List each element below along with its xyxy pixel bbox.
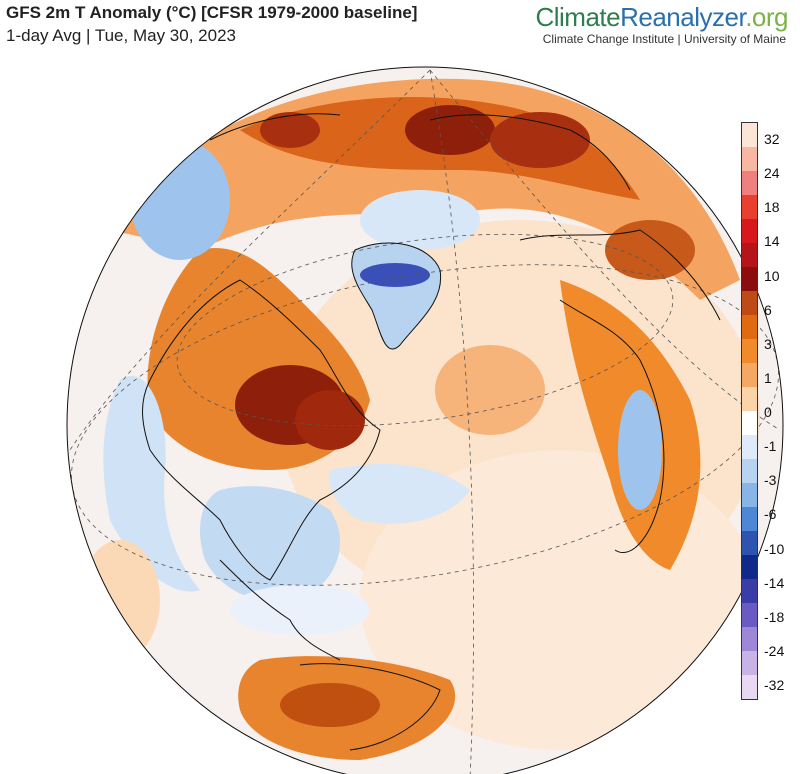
europe-coast [519, 229, 721, 321]
legend-tick-label: 14 [764, 233, 780, 250]
brand-name-part3: .org [745, 2, 788, 32]
legend-tick-label: 6 [764, 301, 772, 318]
south-america-coast [299, 663, 441, 751]
legend-swatch [742, 651, 757, 675]
north-atlantic-cool [329, 464, 470, 524]
alaska-coast [209, 113, 341, 141]
africa-coast [559, 299, 665, 553]
meridian-east [429, 69, 781, 431]
legend-tick-label: 18 [764, 199, 780, 216]
brand-logo[interactable]: ClimateReanalyzer.org Climate Change Ins… [535, 2, 788, 46]
legend-swatch [742, 483, 757, 507]
coastlines [142, 113, 721, 751]
legend-swatch [742, 555, 757, 579]
legend-swatch [742, 123, 757, 147]
anomaly-field [67, 67, 783, 774]
legend-swatch [742, 459, 757, 483]
legend-tick-label: -3 [764, 472, 777, 489]
arctic-cool [360, 190, 480, 250]
brand-tagline: Climate Change Institute | University of… [542, 32, 786, 46]
color-legend [741, 122, 758, 700]
legend-swatch [742, 531, 757, 555]
central-america-coast [219, 559, 341, 661]
map-subtitle: 1-day Avg | Tue, May 30, 2023 [6, 26, 236, 45]
legend-tick-label: 32 [764, 131, 780, 147]
legend-tick-label: 24 [764, 165, 780, 182]
latitude-line-60 [176, 233, 674, 427]
legend-swatch [742, 195, 757, 219]
brand-name: ClimateReanalyzer.org [535, 2, 788, 32]
map-title: GFS 2m T Anomaly (°C) [CFSR 1979-2000 ba… [6, 3, 418, 22]
legend-tick-label: 1 [764, 369, 772, 386]
legend-ticks: 32 24 18 14 10 6 3 1 0 -1 -3 -6 -10 -14 -18 -24 -32 [760, 122, 800, 700]
legend-swatch [742, 315, 757, 339]
siberia-hotspot [405, 105, 495, 155]
siberia-hotspot-east [490, 112, 590, 168]
south-america-hotspot [280, 683, 380, 727]
globe-outline [66, 66, 784, 774]
brand-name-part2: Reanalyzer [620, 2, 746, 32]
legend-swatch [742, 291, 757, 315]
legend-swatch [742, 147, 757, 171]
mid-atlantic-warm [435, 345, 545, 435]
legend-tick-label: -6 [764, 506, 777, 523]
legend-swatch [742, 675, 757, 699]
legend-tick-label: 0 [764, 404, 772, 420]
legend-swatch [742, 363, 757, 387]
legend-tick-label: -24 [764, 642, 785, 659]
legend-swatch [742, 387, 757, 411]
legend-swatch [742, 579, 757, 603]
east-pacific-warm [80, 540, 160, 660]
pacific-coast-cool [103, 376, 200, 592]
greenland-coast [351, 242, 442, 350]
legend-tick-label: -10 [764, 540, 785, 557]
legend-tick-label: 3 [764, 335, 772, 352]
legend-swatch [742, 243, 757, 267]
legend-swatch [742, 627, 757, 651]
legend-tick-label: -32 [764, 677, 785, 693]
eastern-us-cool [200, 486, 340, 603]
legend-tick-label: -14 [764, 574, 785, 591]
legend-swatch [742, 267, 757, 291]
legend-tick-label: 10 [764, 267, 780, 284]
legend-tick-label: -18 [764, 608, 785, 625]
legend-swatch [742, 219, 757, 243]
legend-swatch [742, 171, 757, 195]
legend-swatch [742, 507, 757, 531]
legend-swatch [742, 603, 757, 627]
caribbean-neutral [230, 585, 370, 635]
legend-swatch [742, 339, 757, 363]
labrador-hotspot [295, 390, 365, 450]
brand-name-part1: Climate [535, 2, 621, 32]
legend-swatch [742, 435, 757, 459]
north-america-coast [142, 279, 381, 581]
sahara-cool [618, 390, 662, 510]
bering-cool [130, 140, 230, 260]
europe-warm [605, 220, 695, 280]
legend-swatch [742, 411, 757, 435]
alaska-hotspot [260, 112, 320, 148]
greenland-cold-core [360, 263, 430, 287]
legend-tick-label: -1 [764, 438, 777, 455]
siberia-coast [429, 114, 631, 191]
